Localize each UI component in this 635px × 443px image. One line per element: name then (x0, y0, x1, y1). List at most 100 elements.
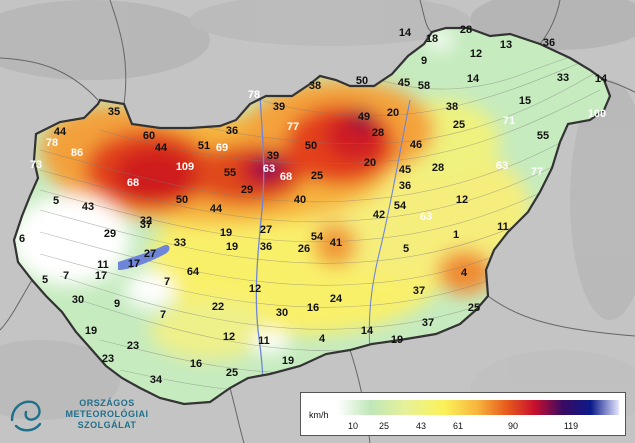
station-value-label: 19 (226, 241, 238, 253)
station-value-label: 30 (276, 307, 288, 319)
station-value-label: 7 (63, 270, 69, 282)
station-value-label: 25 (226, 367, 238, 379)
station-value-label: 46 (410, 139, 422, 151)
station-value-label: 9 (114, 298, 120, 310)
station-value-label: 33 (557, 72, 569, 84)
station-value-label: 68 (280, 171, 292, 183)
station-value-label: 4 (319, 333, 326, 345)
legend-tick: 25 (378, 421, 390, 431)
station-value-label: 19 (391, 334, 403, 346)
station-value-label: 77 (531, 166, 543, 178)
station-value-label: 19 (85, 325, 97, 337)
legend-color-bar (337, 400, 619, 415)
logo-line-1: ORSZÁGOS (79, 398, 135, 408)
station-value-label: 25 (453, 119, 465, 131)
legend-unit: km/h (309, 410, 329, 420)
station-value-label: 51 (198, 140, 210, 152)
station-value-label: 37 (422, 317, 434, 329)
station-value-label: 22 (212, 301, 224, 313)
station-value-label: 50 (305, 140, 317, 152)
station-value-label: 28 (460, 24, 472, 36)
station-value-label: 36 (260, 241, 272, 253)
station-value-label: 63 (263, 163, 275, 175)
station-value-label: 36 (226, 125, 238, 137)
station-value-label: 17 (95, 270, 107, 282)
station-value-label: 78 (248, 89, 260, 101)
station-value-label: 5 (42, 274, 48, 286)
station-value-label: 39 (267, 150, 279, 162)
station-value-label: 44 (54, 126, 67, 138)
station-value-label: 30 (72, 294, 84, 306)
station-value-label: 12 (249, 283, 261, 295)
station-value-label: 73 (30, 159, 42, 171)
station-value-label: 68 (127, 177, 139, 189)
legend-tick: 90 (507, 421, 519, 431)
station-value-label: 14 (467, 73, 480, 85)
station-value-label: 9 (421, 55, 427, 67)
station-value-label: 12 (223, 331, 235, 343)
station-value-label: 24 (330, 293, 343, 305)
station-value-label: 11 (258, 335, 270, 347)
station-value-label: 55 (224, 167, 236, 179)
station-value-label: 29 (104, 228, 116, 240)
station-value-label: 20 (387, 107, 399, 119)
legend-tick: 10 (347, 421, 359, 431)
station-value-label: 49 (358, 111, 370, 123)
station-value-label: 16 (307, 302, 319, 314)
legend-tick: 43 (415, 421, 427, 431)
station-value-label: 27 (144, 248, 156, 260)
station-value-label: 14 (361, 325, 374, 337)
station-value-label: 50 (356, 75, 368, 87)
station-value-label: 28 (432, 162, 444, 174)
station-value-label: 77 (287, 121, 299, 133)
logo-text: ORSZÁGOS METEOROLÓGIAI SZOLGÁLAT (42, 398, 172, 431)
station-value-label: 18 (426, 33, 438, 45)
station-value-label: 13 (500, 39, 512, 51)
station-value-label: 12 (456, 194, 468, 206)
station-value-label: 25 (468, 302, 480, 314)
station-value-label: 54 (311, 231, 324, 243)
logo-swirl-icon (10, 400, 42, 432)
station-value-label: 6 (19, 233, 25, 245)
legend-tick: 119 (563, 421, 579, 431)
station-value-label: 1 (453, 229, 459, 241)
station-value-label: 14 (595, 73, 608, 85)
station-value-label: 100 (588, 108, 606, 120)
station-value-label: 41 (330, 237, 342, 249)
station-value-label: 29 (241, 184, 253, 196)
station-value-label: 32 (140, 215, 152, 227)
station-value-label: 23 (127, 340, 139, 352)
station-value-label: 23 (102, 353, 114, 365)
station-value-label: 50 (176, 194, 188, 206)
station-value-label: 37 (140, 219, 152, 231)
station-value-label: 17 (128, 258, 140, 270)
station-value-label: 37 (413, 285, 425, 297)
station-value-label: 43 (82, 201, 94, 213)
station-value-label: 36 (399, 180, 411, 192)
station-value-label: 11 (97, 259, 109, 271)
station-value-label: 28 (372, 127, 384, 139)
station-value-label: 5 (403, 243, 409, 255)
station-value-label: 63 (420, 211, 432, 223)
station-value-label: 69 (216, 142, 228, 154)
station-value-label: 55 (537, 130, 549, 142)
station-value-label: 33 (174, 237, 186, 249)
station-value-label: 63 (496, 160, 508, 172)
station-value-label: 39 (273, 101, 285, 113)
logo-line-2: METEOROLÓGIAI (65, 409, 149, 419)
station-value-label: 45 (398, 77, 410, 89)
station-value-label: 15 (519, 95, 531, 107)
station-value-label: 35 (108, 106, 120, 118)
station-value-label: 38 (309, 80, 321, 92)
station-value-label: 40 (294, 194, 306, 206)
station-value-label: 36 (543, 37, 555, 49)
station-value-label: 64 (187, 266, 200, 278)
legend: km/h 10 25 43 61 90 (300, 392, 626, 436)
station-value-label: 58 (418, 80, 430, 92)
station-value-label: 19 (220, 227, 232, 239)
station-value-label: 54 (394, 200, 407, 212)
